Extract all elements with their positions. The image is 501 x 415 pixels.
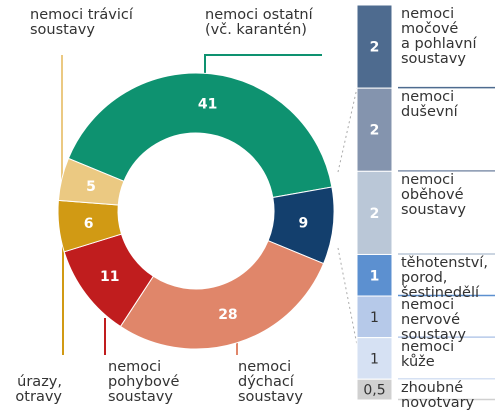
category-label: nemoci močové a pohlavní soustavy	[401, 6, 477, 67]
value-label: 41	[198, 97, 217, 113]
category-label: nemoci oběhové soustavy	[401, 172, 466, 219]
category-label: nemoci kůže	[401, 338, 455, 370]
leaders	[61, 54, 322, 355]
category-label: nemoci pohybové soustavy	[108, 359, 180, 405]
bar-segment	[356, 378, 393, 401]
value-label: 1	[370, 310, 379, 326]
category-label: nemoci trávicí soustavy	[30, 7, 133, 38]
value-label: 28	[218, 307, 237, 323]
donut-segment	[119, 240, 325, 350]
bar-segment	[356, 253, 393, 297]
donut-segment	[57, 157, 125, 206]
donut-segment	[67, 72, 333, 199]
value-label: 0,5	[363, 383, 385, 399]
bar-segment	[356, 170, 393, 255]
value-label: 1	[370, 351, 379, 367]
category-label: zhoubné novotvary	[401, 380, 475, 412]
category-label: nemoci ostatní (vč. karantén)	[205, 7, 313, 38]
value-label: 11	[100, 269, 119, 285]
bar-segment	[356, 87, 393, 172]
value-label: 6	[84, 216, 94, 232]
value-label: 2	[370, 206, 380, 222]
connectors	[337, 87, 358, 346]
bar-segment	[356, 295, 393, 339]
leader-line	[204, 54, 322, 73]
category-label: těhotenství, porod, šestinedělí	[401, 255, 488, 302]
value-label: 2	[370, 40, 380, 56]
bar-segment	[356, 337, 393, 380]
category-label: nemoci dýchací soustavy	[238, 359, 303, 405]
value-label: 1	[370, 268, 380, 284]
value-label: 9	[298, 216, 308, 232]
connector	[337, 87, 358, 173]
category-label: nemoci duševní	[401, 89, 458, 121]
category-label: nemoci nervové soustavy	[401, 297, 466, 344]
connector	[337, 247, 358, 346]
category-label: úrazy, otravy	[15, 374, 62, 405]
value-label: 5	[86, 179, 96, 195]
value-label: 2	[370, 123, 380, 139]
